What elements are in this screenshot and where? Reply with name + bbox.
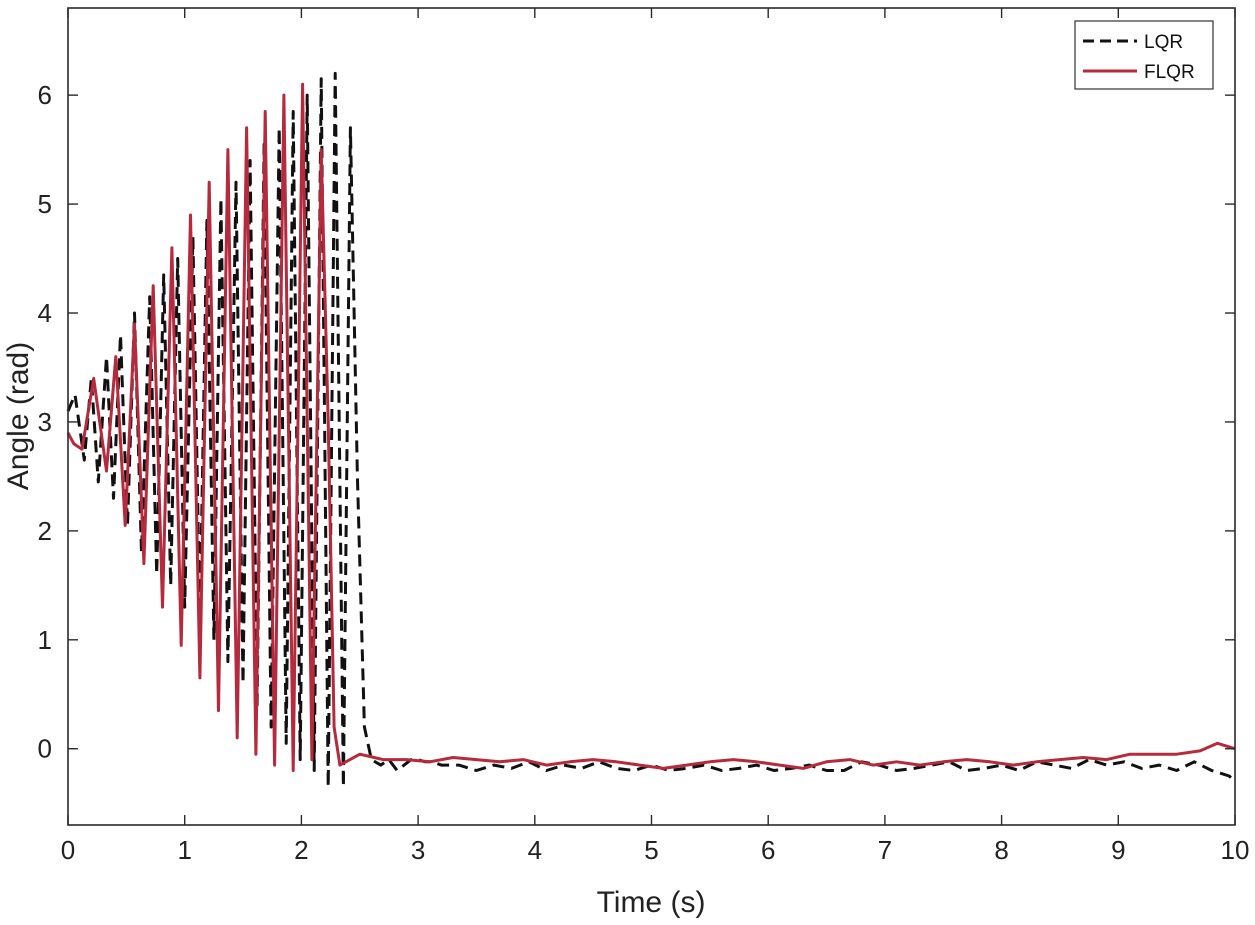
x-tick-label-1: 1 [177,835,191,865]
series-layer [66,71,1237,789]
y-tick-label-6: 6 [38,80,52,110]
x-tick-label-5: 5 [644,835,658,865]
legend-label-lqr: LQR [1144,32,1183,53]
y-axis-label: Angle (rad) [2,342,35,490]
legend-box [1074,20,1214,90]
x-tick-label-0: 0 [61,835,75,865]
x-tick-label-4: 4 [528,835,542,865]
plot-background [68,8,1235,825]
x-tick-label-10: 10 [1221,835,1250,865]
y-tick-label-0: 0 [38,734,52,764]
x-tick-label-7: 7 [878,835,892,865]
legend-label-flqr: FLQR [1144,62,1195,83]
x-tick-label-9: 9 [1111,835,1125,865]
y-tick-label-4: 4 [38,298,52,328]
y-tick-label-3: 3 [38,407,52,437]
legend: LQR FLQR [1074,20,1214,90]
y-tick-label-1: 1 [38,625,52,655]
y-tick-label-5: 5 [38,189,52,219]
x-tick-label-6: 6 [761,835,775,865]
x-tick-label-8: 8 [994,835,1008,865]
x-tick-label-3: 3 [411,835,425,865]
x-tick-label-2: 2 [294,835,308,865]
ticks-layer: 0 1 2 3 4 5 6 7 8 9 10 0 1 2 3 4 5 6 [38,8,1250,865]
y-tick-label-2: 2 [38,516,52,546]
x-axis-label: Time (s) [597,886,706,919]
plot-frame [67,7,1236,826]
series-line-flqr [66,82,1236,772]
